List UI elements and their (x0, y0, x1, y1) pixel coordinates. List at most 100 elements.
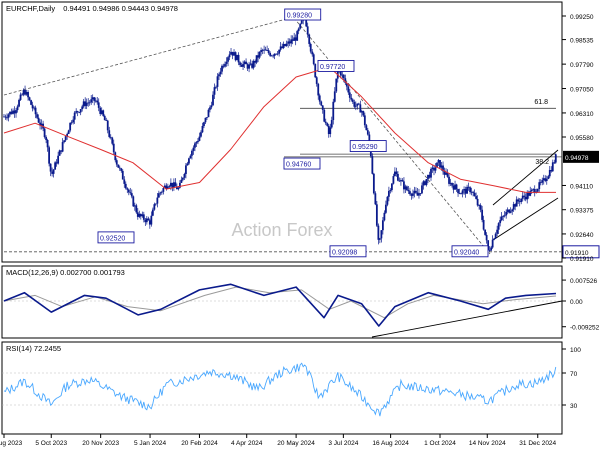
candle-body (82, 101, 85, 107)
candle-body (69, 122, 72, 131)
candle-body (16, 106, 19, 111)
annotation-label: 0.97720 (320, 64, 345, 71)
candle-body (87, 102, 90, 104)
ohlc-label: 0.94491 0.94986 0.94443 0.94978 (63, 4, 178, 13)
candle-body (554, 154, 557, 163)
candle-body (61, 142, 64, 152)
candle-body (339, 68, 342, 76)
candle-body (67, 130, 70, 134)
candle-body (46, 139, 49, 148)
candle-body (21, 94, 23, 96)
candle-body (457, 189, 459, 194)
candle-body (221, 65, 223, 72)
candle-body (380, 230, 383, 239)
candle-body (547, 176, 550, 179)
candle-body (391, 183, 393, 191)
candle-body (410, 194, 413, 196)
candle-body (64, 136, 67, 141)
candle-body (212, 94, 214, 106)
candle-body (544, 178, 547, 181)
candle-body (425, 178, 428, 185)
candle-body (285, 43, 288, 46)
candle-body (109, 136, 112, 138)
candle-body (515, 199, 518, 207)
candle-body (195, 142, 198, 144)
macd-panel-frame (1, 265, 563, 339)
candle-body (324, 121, 327, 124)
candle-body (139, 213, 142, 217)
candle-body (267, 50, 270, 53)
candle-body (320, 101, 323, 106)
candle-body (297, 28, 300, 32)
candle-body (536, 189, 539, 192)
candle-body (132, 196, 135, 207)
candle-body (442, 165, 444, 172)
annotation-label: 0.99280 (287, 13, 312, 20)
candle-body (345, 83, 348, 87)
price-ytick-label: 0.91910 (570, 256, 594, 263)
candle-body (434, 167, 437, 171)
candle-body (248, 64, 250, 69)
candle-body (105, 120, 108, 121)
candle-body (28, 97, 31, 101)
candle-body (479, 205, 482, 210)
candle-body (430, 169, 432, 178)
candle-body (145, 218, 148, 223)
candle-body (351, 99, 354, 102)
candle-body (233, 52, 235, 56)
candle-body (165, 185, 168, 189)
x-tick-label: 22 Aug 2023 (0, 440, 23, 447)
fib-382-label: 38.2 (535, 159, 549, 166)
candle-body (209, 107, 211, 110)
candle-body (236, 54, 238, 61)
candle-body (4, 116, 7, 118)
candle-body (88, 102, 91, 104)
candle-body (3, 116, 5, 118)
candle-body (78, 112, 81, 113)
candle-body (454, 184, 456, 190)
candle-body (421, 185, 423, 194)
candle-body (275, 53, 278, 55)
candle-body (484, 229, 487, 235)
price-panel-title: EURCHF,Daily 0.94491 0.94986 0.94443 0.9… (6, 4, 178, 13)
candle-body (502, 215, 505, 217)
candle-body (494, 233, 497, 239)
candle-body (257, 55, 259, 58)
candle-body (204, 117, 207, 123)
symbol-label: EURCHF,Daily (6, 4, 55, 13)
candle-body (368, 134, 371, 143)
candle-body (305, 15, 308, 27)
candle-body (57, 155, 60, 164)
candle-body (33, 107, 35, 109)
candle-body (160, 191, 163, 193)
candle-body (144, 219, 147, 223)
candle-body (427, 174, 429, 179)
candle-body (282, 44, 285, 48)
candle-body (188, 158, 190, 164)
candle-body (281, 46, 284, 48)
current-price-box (563, 150, 599, 163)
candle-body (308, 34, 311, 44)
candle-body (509, 211, 512, 213)
candle-body (39, 122, 41, 126)
candle-body (19, 94, 22, 100)
candle-body (514, 204, 517, 207)
candle-body (439, 160, 441, 168)
candle-body (469, 187, 471, 193)
candle-body (458, 193, 461, 194)
candle-body (449, 182, 452, 184)
price-ytick-label: 0.93375 (570, 208, 594, 215)
candle-body (177, 187, 180, 190)
candle-body (327, 125, 330, 135)
moving-average-line (3, 66, 556, 193)
candle-body (517, 199, 520, 202)
candle-body (443, 171, 446, 175)
annotation-label: 0.94760 (286, 162, 311, 169)
candle-body (60, 150, 63, 152)
x-tick-label: 5 Jan 2024 (134, 440, 167, 447)
candle-body (466, 186, 468, 194)
candle-body (18, 99, 20, 107)
candle-body (114, 152, 117, 161)
candle-body (219, 71, 222, 75)
x-tick-label: 3 Jul 2024 (328, 440, 358, 447)
